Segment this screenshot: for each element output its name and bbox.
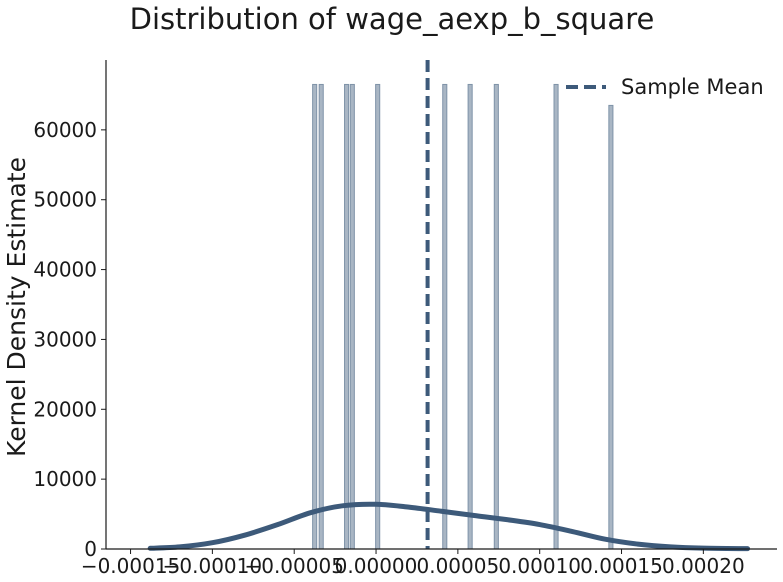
histogram-bar bbox=[442, 83, 448, 550]
x-tick-label: 0.00005 bbox=[417, 554, 500, 578]
histogram-bar bbox=[312, 83, 318, 550]
y-tick-label: 60000 bbox=[33, 118, 97, 142]
histogram-bar bbox=[553, 83, 559, 550]
histogram-bar bbox=[493, 83, 499, 550]
histogram-bar bbox=[375, 83, 381, 550]
y-tick-label: 40000 bbox=[33, 258, 97, 282]
y-tick-label: 30000 bbox=[33, 327, 97, 351]
y-axis-label: Kernel Density Estimate bbox=[2, 157, 31, 457]
x-tick-label: 0.00015 bbox=[580, 554, 663, 578]
x-tick-label: −0.00005 bbox=[244, 554, 343, 578]
y-tick-label: 20000 bbox=[33, 397, 97, 421]
kde-curve bbox=[147, 501, 751, 552]
x-tick-label: 0.00010 bbox=[498, 554, 581, 578]
histogram-bar bbox=[608, 104, 614, 550]
chart-title: Distribution of wage_aexp_b_square bbox=[130, 2, 655, 36]
y-axis-ticks: 0 10000 20000 30000 40000 50000 60000 bbox=[33, 118, 106, 561]
kde-curve-layer bbox=[147, 501, 751, 552]
x-tick-label: 0.00020 bbox=[662, 554, 745, 578]
histogram-bar bbox=[349, 83, 355, 550]
x-tick-label: 0.00000 bbox=[335, 554, 418, 578]
y-tick-label: 10000 bbox=[33, 467, 97, 491]
histogram-bars bbox=[312, 83, 614, 550]
legend: Sample Mean bbox=[566, 75, 764, 99]
histogram-bar bbox=[467, 83, 473, 550]
x-tick-label: −0.00010 bbox=[163, 554, 262, 578]
x-tick-label: −0.00015 bbox=[81, 554, 180, 578]
y-tick-label: 50000 bbox=[33, 188, 97, 212]
histogram-bar bbox=[318, 83, 324, 550]
y-tick-label: 0 bbox=[84, 537, 97, 561]
histogram-bar bbox=[344, 83, 350, 550]
legend-label-sample-mean: Sample Mean bbox=[621, 75, 764, 99]
